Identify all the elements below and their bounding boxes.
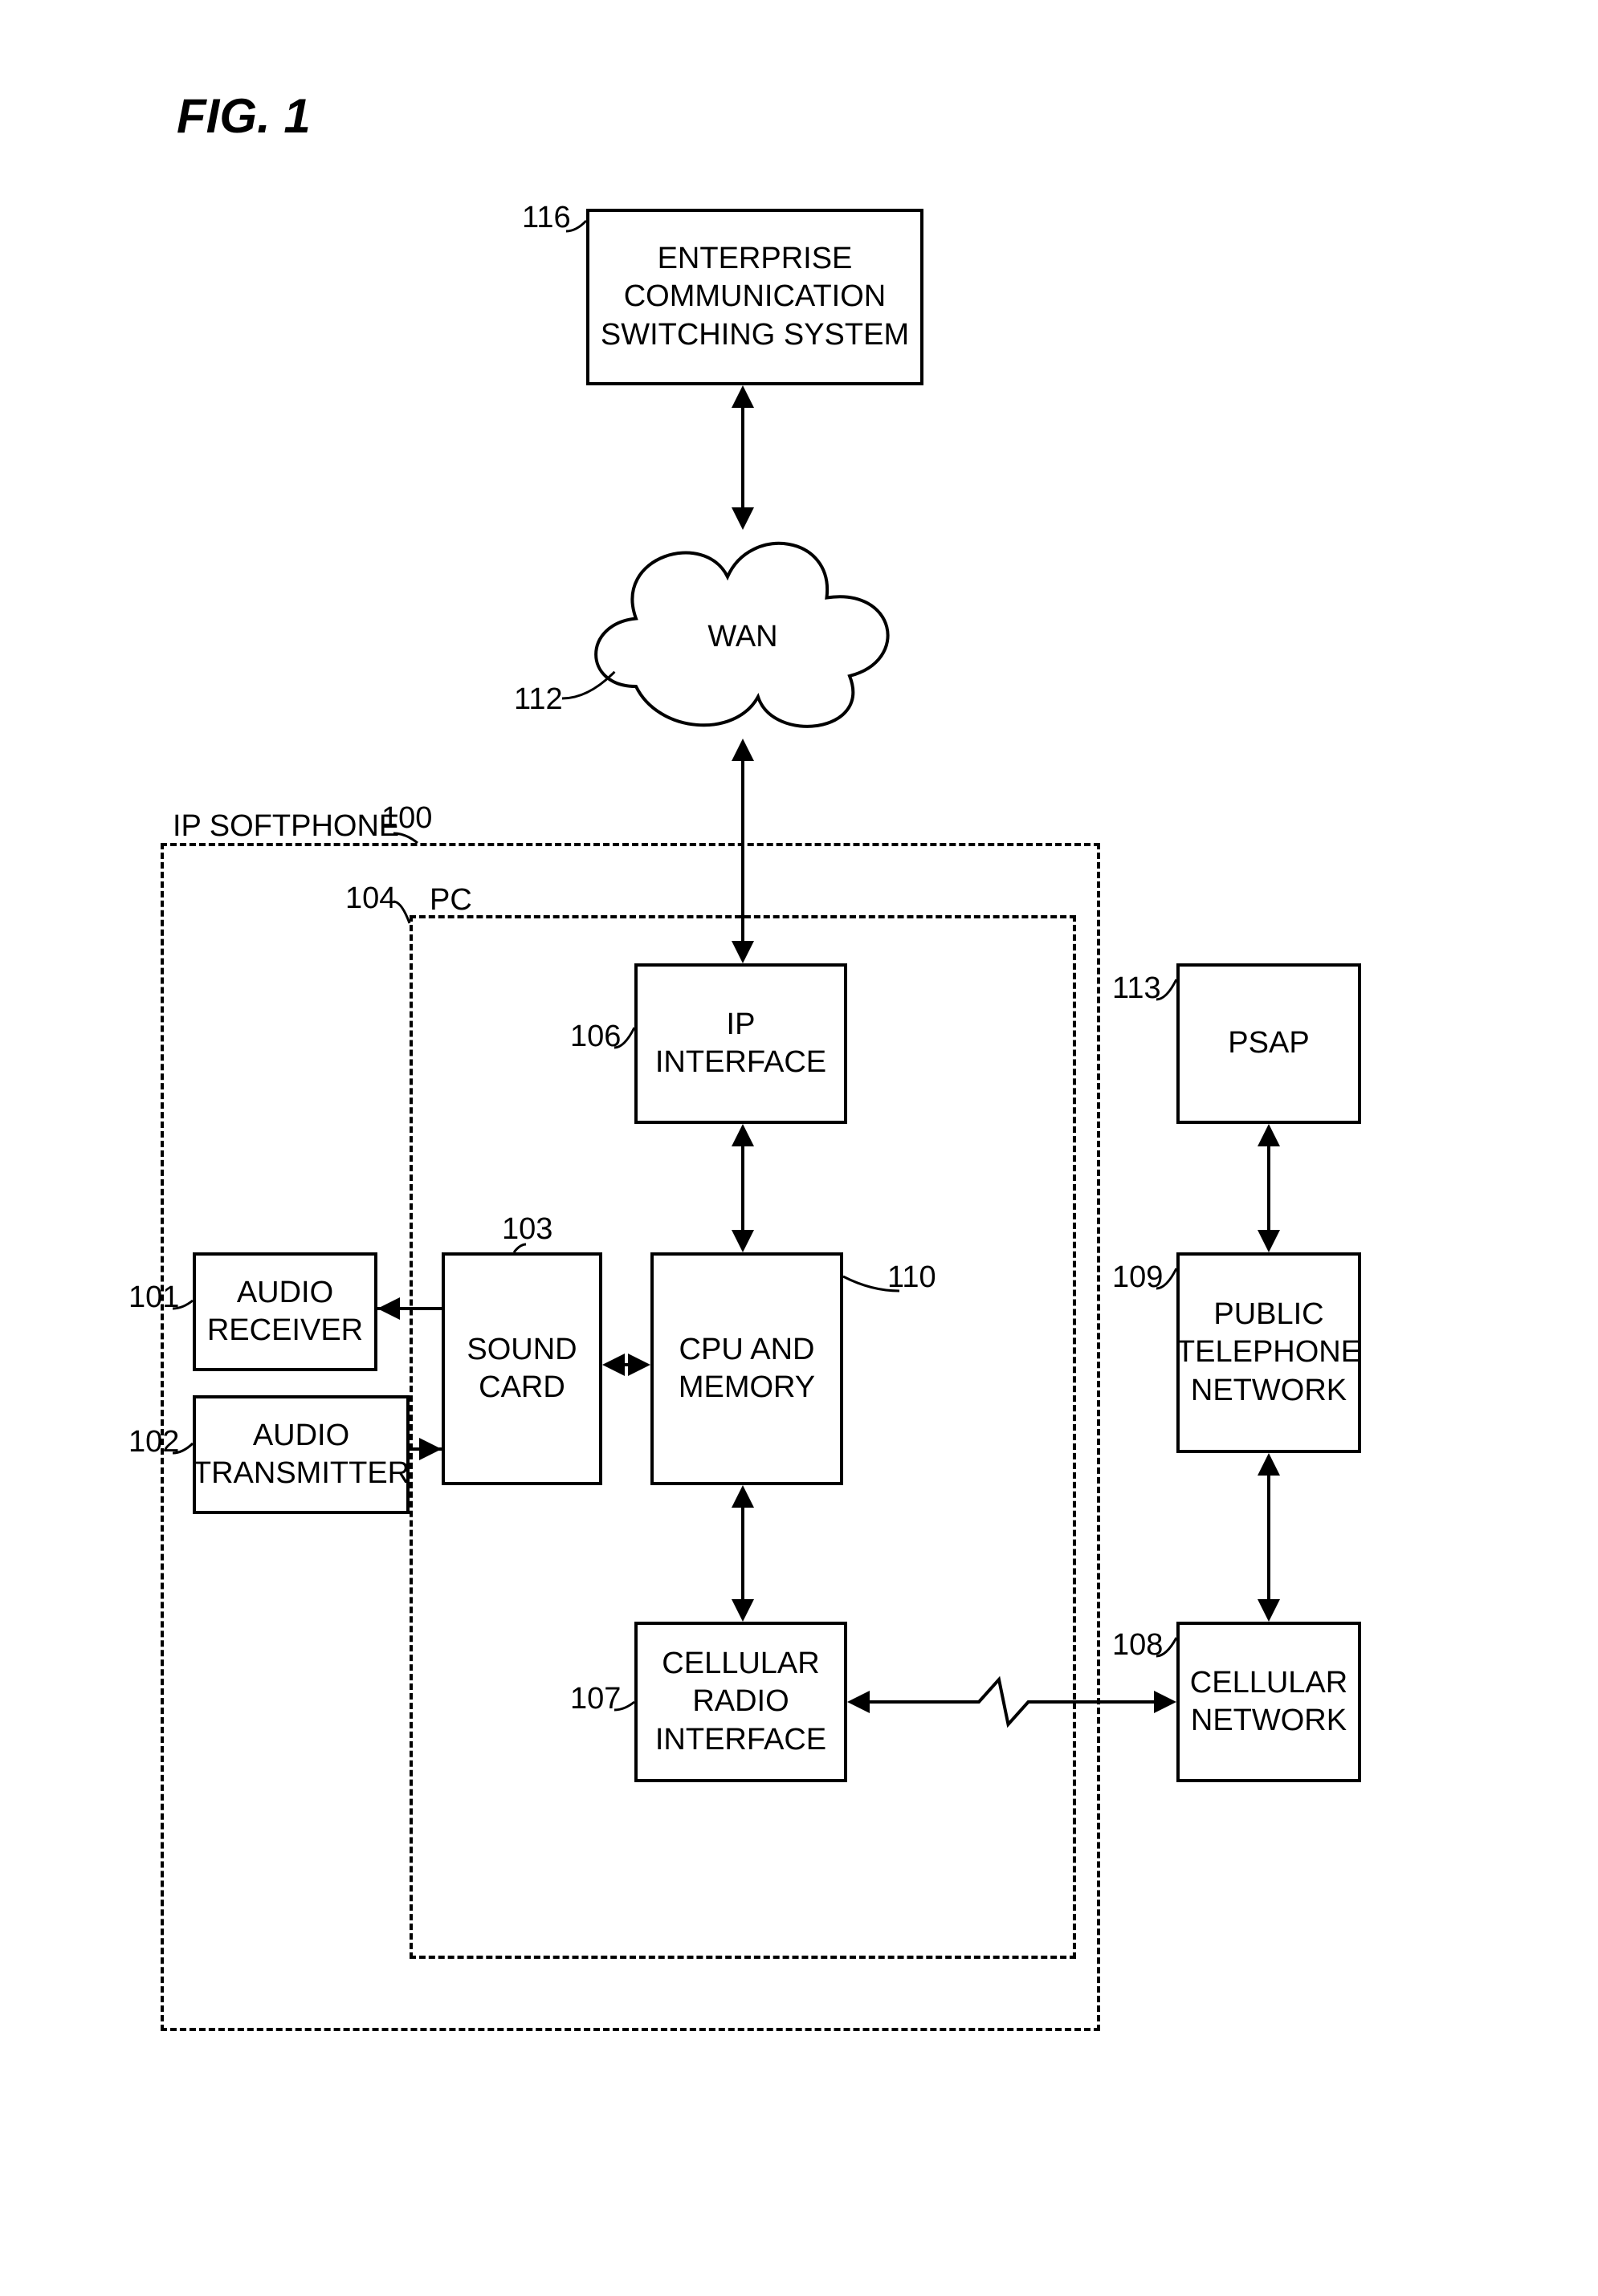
box-audio-rx: AUDIORECEIVER — [193, 1252, 377, 1371]
wan-cloud — [596, 543, 887, 727]
ref-cloud: 112 — [514, 682, 563, 717]
box-cell-net: CELLULARNETWORK — [1176, 1622, 1361, 1782]
box-cpu: CPU ANDMEMORY — [650, 1252, 843, 1485]
container-inner-label: PC — [430, 883, 472, 918]
ref-cpu: 110 — [887, 1260, 936, 1295]
ref-ptn: 109 — [1112, 1260, 1163, 1295]
ref-cell-net: 108 — [1112, 1628, 1163, 1663]
box-psap: PSAP — [1176, 963, 1361, 1124]
ref-enterprise: 116 — [522, 201, 571, 235]
box-enterprise: ENTERPRISECOMMUNICATIONSWITCHING SYSTEM — [586, 209, 923, 385]
figure-title: FIG. 1 — [177, 88, 311, 144]
box-enterprise-text: ENTERPRISECOMMUNICATIONSWITCHING SYSTEM — [601, 240, 909, 355]
box-ip-interface: IPINTERFACE — [634, 963, 847, 1124]
box-ptn: PUBLICTELEPHONENETWORK — [1176, 1252, 1361, 1453]
container-inner-ref: 104 — [345, 881, 396, 916]
box-sound: SOUNDCARD — [442, 1252, 602, 1485]
box-audio-rx-text: AUDIORECEIVER — [207, 1274, 363, 1350]
box-audio-tx-text: AUDIOTRANSMITTER — [193, 1417, 410, 1493]
container-outer-label: IP SOFTPHONE — [173, 809, 399, 844]
box-ip-interface-text: IPINTERFACE — [655, 1006, 826, 1082]
box-cellular-if: CELLULARRADIOINTERFACE — [634, 1622, 847, 1782]
ref-psap: 113 — [1112, 971, 1161, 1006]
box-psap-text: PSAP — [1228, 1024, 1309, 1063]
ref-audio-rx: 101 — [128, 1280, 179, 1315]
ref-cellular-if: 107 — [570, 1682, 621, 1716]
box-audio-tx: AUDIOTRANSMITTER — [193, 1395, 410, 1514]
diagram-canvas: FIG. 1 IP SOFTPHONE 100 PC 104 ENTERPRIS… — [0, 0, 1598, 2296]
ref-ip-interface: 106 — [570, 1020, 621, 1054]
box-cell-net-text: CELLULARNETWORK — [1190, 1664, 1347, 1740]
wan-label: WAN — [707, 620, 777, 653]
box-sound-text: SOUNDCARD — [467, 1331, 577, 1407]
ref-sound: 103 — [502, 1212, 552, 1247]
box-cellular-if-text: CELLULARRADIOINTERFACE — [655, 1645, 826, 1760]
container-outer-ref: 100 — [381, 801, 432, 836]
ref-audio-tx: 102 — [128, 1425, 179, 1459]
box-cpu-text: CPU ANDMEMORY — [679, 1331, 815, 1407]
box-ptn-text: PUBLICTELEPHONENETWORK — [1176, 1296, 1361, 1411]
